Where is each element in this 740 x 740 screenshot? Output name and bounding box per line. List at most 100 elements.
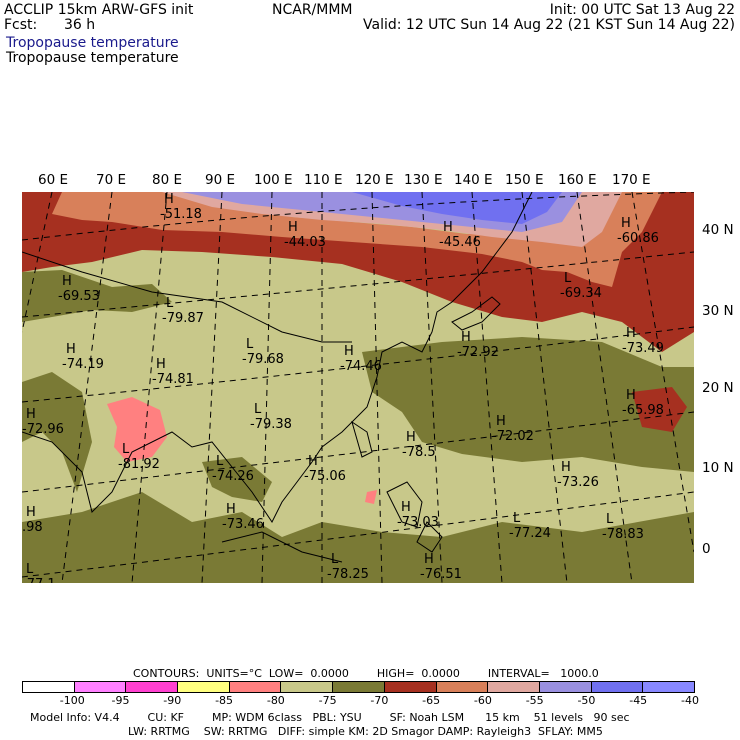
- high-marker: H -44.03: [284, 220, 326, 250]
- colorbar-swatch: [74, 682, 127, 692]
- field-title-primary: Tropopause temperature: [6, 35, 179, 51]
- colorbar-swatch: [281, 682, 334, 692]
- colorbar-swatch: [488, 682, 540, 692]
- low-marker: L-77.1: [22, 562, 56, 583]
- colorbar-swatch: [126, 682, 179, 692]
- extremum-type: L: [254, 402, 262, 417]
- extremum-type: H: [621, 216, 631, 231]
- extremum-value: -51.18: [160, 207, 202, 222]
- extremum-value: -45.46: [439, 235, 481, 250]
- olive-region-east-pacific: [362, 337, 694, 472]
- extremum-value: -79.87: [162, 311, 204, 326]
- high-marker: H -74.46: [340, 344, 382, 374]
- extremum-type: L: [26, 562, 34, 577]
- low-marker: L -79.68: [242, 337, 284, 367]
- extremum-value: -73.46: [222, 517, 264, 532]
- cold-patch-philippines: [365, 490, 377, 504]
- extremum-type: H: [66, 342, 76, 357]
- extremum-value: -79.38: [250, 417, 292, 432]
- extremum-type: L: [606, 512, 614, 527]
- high-marker: H -73.26: [557, 460, 599, 490]
- coastlines: [22, 192, 533, 563]
- high-marker: H -72.96: [22, 407, 64, 437]
- extremum-type: H: [164, 192, 174, 207]
- extremum-value: -74.81: [152, 372, 194, 387]
- extremum-type: L: [246, 337, 254, 352]
- colorbar-swatch: [539, 682, 592, 692]
- lon-label: 120 E: [355, 172, 394, 188]
- extremum-type: H: [461, 330, 471, 345]
- extremum-type: H: [226, 502, 236, 517]
- colorbar-label: -85: [215, 694, 234, 707]
- extremum-type: L: [564, 271, 572, 286]
- colorbar-swatch: [591, 682, 644, 692]
- valid-time: Valid: 12 UTC Sun 14 Aug 22 (21 KST Sun …: [363, 17, 735, 33]
- extremum-value: -74.26: [212, 469, 254, 484]
- colorbar-swatch: [643, 682, 694, 692]
- extremum-value: -78.25: [327, 567, 369, 582]
- high-marker: H -75.06: [304, 454, 346, 484]
- extremum-type: H: [288, 220, 298, 235]
- olive-region-south: [22, 492, 694, 583]
- colorbar-label: -90: [163, 694, 182, 707]
- extremum-type: L: [122, 442, 130, 457]
- lat-label: 0: [702, 541, 711, 557]
- olive-region-indochina: [202, 457, 272, 502]
- lon-label: 80 E: [152, 172, 182, 188]
- extremum-type: H: [443, 220, 453, 235]
- blue-region: [352, 192, 562, 224]
- colorbar-label: -50: [577, 694, 596, 707]
- lon-label: 70 E: [96, 172, 126, 188]
- forecast-hour: 36 h: [64, 17, 96, 33]
- extremum-value: -73.03: [397, 515, 439, 530]
- extremum-value: -77.24: [509, 526, 551, 541]
- extremum-type: L: [216, 454, 224, 469]
- high-marker: H -65.98: [622, 388, 664, 418]
- map-canvas: [22, 192, 694, 583]
- graticule: [22, 192, 694, 583]
- colorbar-label: -70: [370, 694, 389, 707]
- colorbar-label: -60: [473, 694, 492, 707]
- extremum-value: -74.46: [340, 359, 382, 374]
- low-marker: L -79.87: [162, 296, 204, 326]
- field-title-secondary: Tropopause temperature: [6, 50, 179, 66]
- extremum-value: -72.96: [22, 422, 64, 437]
- high-marker: H -45.46: [439, 220, 481, 250]
- extremum-value: -78.83: [602, 527, 644, 542]
- lat-label: 10 N: [702, 460, 734, 476]
- colorbar-swatch: [384, 682, 437, 692]
- high-marker: H -73.03: [397, 500, 439, 530]
- colorbar: [22, 681, 695, 693]
- lon-label: 140 E: [454, 172, 493, 188]
- high-marker: H -73.49: [622, 326, 664, 356]
- high-marker: H .98: [22, 505, 43, 535]
- extremum-value: -44.03: [284, 235, 326, 250]
- dark-red-east-patch: [632, 387, 687, 432]
- low-marker: L -81.92: [118, 442, 160, 472]
- high-marker: H -72.02: [492, 414, 534, 444]
- extremum-type: H: [156, 357, 166, 372]
- center-name: NCAR/MMM: [272, 2, 353, 18]
- extremum-type: H: [496, 414, 506, 429]
- olive-region-west: [22, 270, 172, 322]
- lon-label: 160 E: [558, 172, 597, 188]
- extremum-type: L: [331, 552, 339, 567]
- colorbar-label: -40: [681, 694, 699, 707]
- high-marker: H -51.18: [160, 192, 202, 222]
- colorbar-swatch: [229, 682, 282, 692]
- high-marker: H -72.92: [457, 330, 499, 360]
- coldest-patch-india: [107, 397, 167, 462]
- high-marker: H -69.53: [58, 274, 100, 304]
- colorbar-swatch: [333, 682, 385, 692]
- extremum-type: H: [26, 407, 36, 422]
- extremum-value: -81.92: [118, 457, 160, 472]
- lon-label: 150 E: [505, 172, 544, 188]
- extremum-type: H: [561, 460, 571, 475]
- init-time: Init: 00 UTC Sat 13 Aug 22: [549, 2, 735, 18]
- high-marker: H -60.86: [617, 216, 659, 246]
- extremum-type: H: [26, 505, 36, 520]
- colorbar-label: -45: [629, 694, 648, 707]
- colorbar-label: -95: [111, 694, 130, 707]
- extremum-value: -69.34: [560, 286, 602, 301]
- colorbar-swatch: [436, 682, 489, 692]
